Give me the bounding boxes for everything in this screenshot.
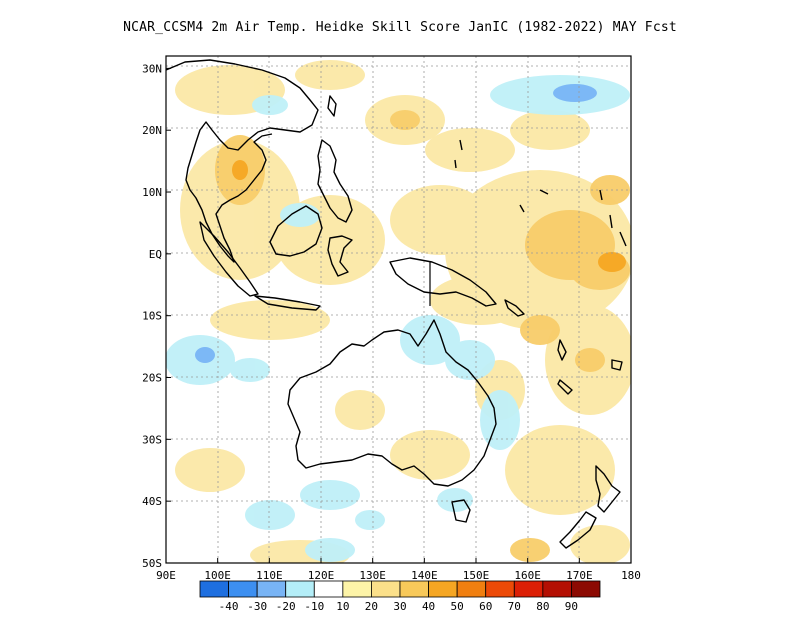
lat-label: 30N bbox=[142, 62, 162, 75]
lat-label: 50S bbox=[142, 557, 162, 570]
colorbar-label: -40 bbox=[219, 600, 239, 613]
coastline-sumatra bbox=[199, 221, 259, 297]
colorbar-swatch bbox=[256, 580, 287, 598]
colorbar-swatch bbox=[485, 580, 515, 598]
colorbar-swatch bbox=[228, 580, 258, 598]
coastline-borneo bbox=[269, 205, 323, 257]
lon-label: 90E bbox=[156, 569, 176, 582]
lat-label: 20N bbox=[142, 124, 162, 137]
colorbar-label: 30 bbox=[393, 600, 406, 613]
colorbar-swatch bbox=[571, 580, 601, 598]
lat-label: EQ bbox=[149, 248, 162, 261]
skill-score-field bbox=[166, 56, 631, 563]
coastline-new-caledonia bbox=[557, 379, 573, 395]
colorbar-label: 40 bbox=[422, 600, 435, 613]
colorbar-swatch bbox=[513, 580, 544, 598]
lon-label: 170E bbox=[566, 569, 593, 582]
coastline-australia bbox=[287, 319, 497, 487]
colorbar-swatch bbox=[199, 580, 229, 598]
latitude-axis: 30N 20N 10N EQ 10S 20S 30S 40S 50S bbox=[142, 62, 171, 570]
colorbar: -40 -30 -20 -10 10 20 30 40 50 60 70 80 90 bbox=[199, 580, 601, 613]
lon-label: 110E bbox=[256, 569, 283, 582]
coastline-pacific-islands bbox=[454, 139, 627, 247]
map-frame bbox=[165, 55, 632, 564]
coastline-philippines bbox=[317, 139, 353, 223]
coastline-fiji bbox=[611, 359, 623, 371]
colorbar-label: 50 bbox=[451, 600, 464, 613]
coastline-java bbox=[254, 295, 321, 311]
colorbar-label: -10 bbox=[304, 600, 324, 613]
coastline-taiwan bbox=[327, 95, 337, 117]
strong-negative-skill-shading bbox=[195, 84, 597, 363]
colorbar-label: 90 bbox=[565, 600, 578, 613]
colorbar-label: -30 bbox=[247, 600, 267, 613]
colorbar-label: 60 bbox=[479, 600, 492, 613]
lon-label: 100E bbox=[204, 569, 231, 582]
coastline-solomon-islands bbox=[504, 299, 525, 317]
lat-label: 20S bbox=[142, 372, 162, 385]
coastline-new-zealand-south bbox=[559, 511, 597, 549]
coastline-new-guinea bbox=[389, 257, 497, 307]
lon-label: 150E bbox=[463, 569, 490, 582]
colorbar-label: 10 bbox=[336, 600, 349, 613]
colorbar-label: -20 bbox=[276, 600, 296, 613]
colorbar-swatch bbox=[313, 580, 344, 598]
lat-label: 30S bbox=[142, 433, 162, 446]
coastline-vanuatu bbox=[557, 339, 567, 361]
lat-label: 10N bbox=[142, 186, 162, 199]
coastline-new-zealand-north bbox=[595, 465, 621, 513]
coastline-sulawesi bbox=[327, 235, 353, 277]
colorbar-swatch bbox=[342, 580, 372, 598]
colorbar-swatch bbox=[542, 580, 572, 598]
colorbar-swatch bbox=[285, 580, 315, 598]
lat-label: 10S bbox=[142, 310, 162, 323]
colorbar-swatch bbox=[456, 580, 487, 598]
lon-label: 160E bbox=[514, 569, 541, 582]
longitude-axis: 90E 100E 110E 120E 130E 140E 150E 160E 170E 180 bbox=[156, 558, 641, 582]
coastline-tasmania bbox=[451, 499, 471, 523]
colorbar-label: 20 bbox=[365, 600, 378, 613]
highest-positive-skill-shading bbox=[232, 160, 626, 272]
lon-label: 120E bbox=[308, 569, 335, 582]
colorbar-label: 80 bbox=[536, 600, 549, 613]
colorbar-label: 70 bbox=[508, 600, 521, 613]
coastline-asia-mainland bbox=[166, 59, 319, 263]
coastlines bbox=[166, 59, 627, 549]
map-title: NCAR_CCSM4 2m Air Temp. Heidke Skill Sco… bbox=[123, 20, 677, 35]
lon-label: 180 bbox=[621, 569, 641, 582]
colorbar-swatch bbox=[399, 580, 429, 598]
colorbar-swatch bbox=[371, 580, 401, 598]
lon-label: 140E bbox=[411, 569, 438, 582]
negative-skill-shading bbox=[166, 75, 630, 562]
lat-label: 40S bbox=[142, 495, 162, 508]
colorbar-swatch bbox=[428, 580, 458, 598]
lon-label: 130E bbox=[359, 569, 386, 582]
